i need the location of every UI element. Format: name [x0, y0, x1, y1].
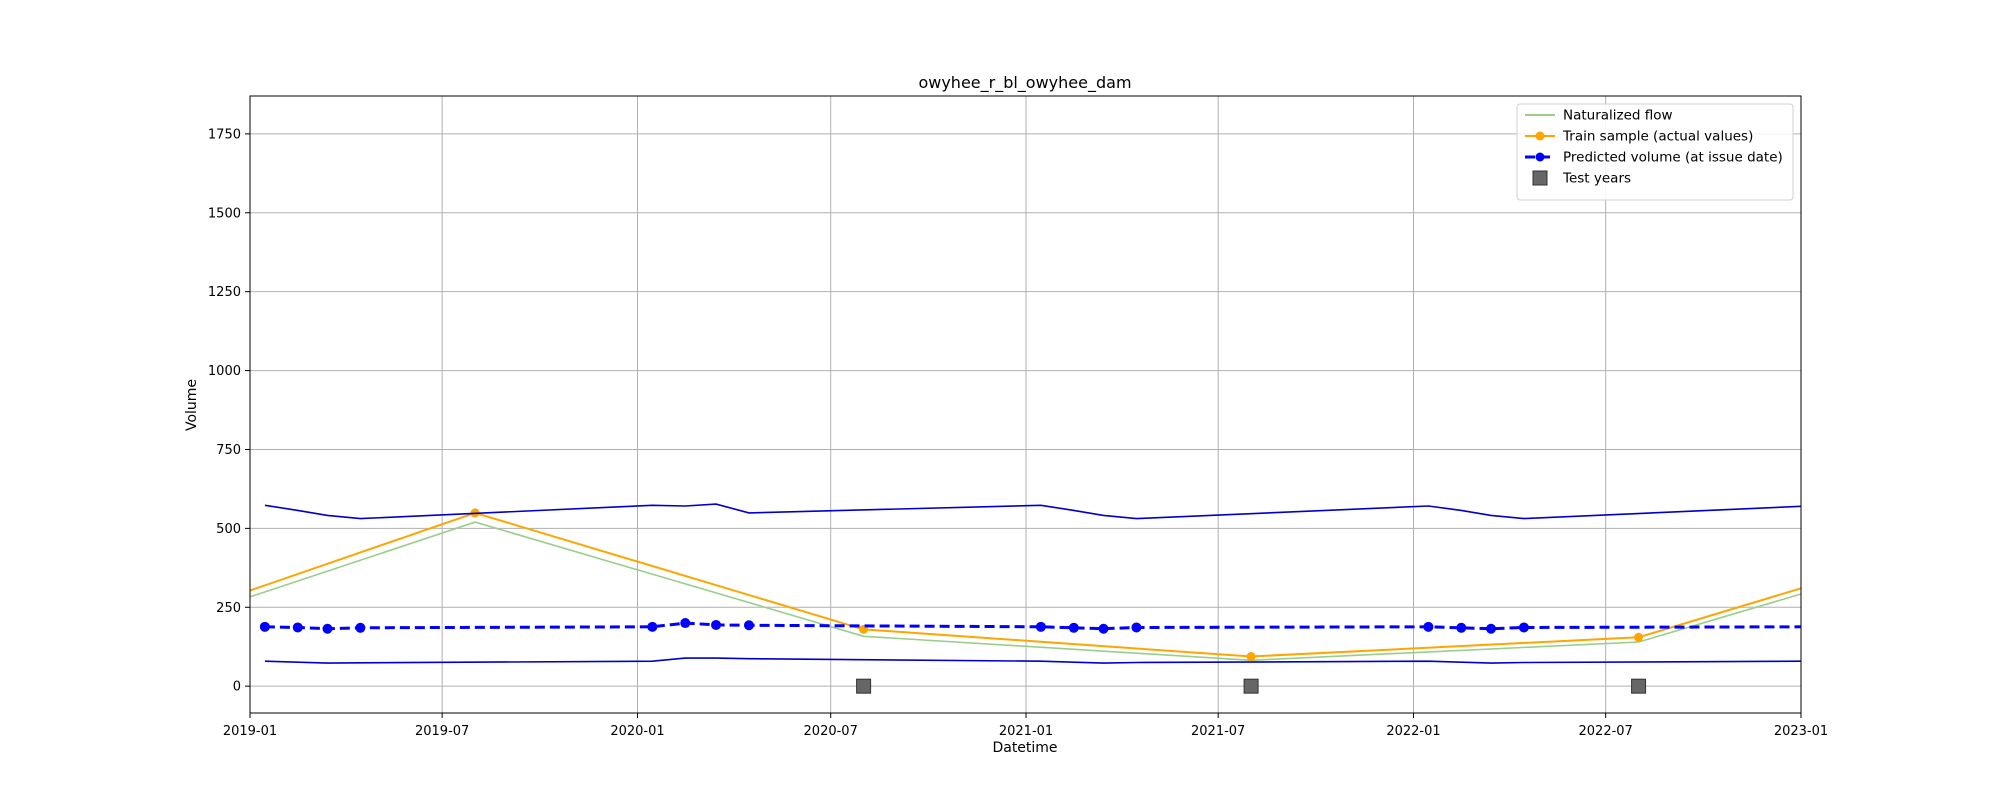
- test-year-marker: [1631, 678, 1647, 694]
- data-point: [259, 621, 270, 632]
- x-tick-label: 2021-07: [1191, 724, 1245, 739]
- series-4: [264, 657, 1802, 664]
- x-tick-label: 2019-07: [415, 724, 469, 739]
- series-1: [249, 508, 1802, 662]
- legend-label: Test years: [1562, 171, 1631, 187]
- legend-frame: [1516, 103, 1794, 201]
- data-point: [1486, 623, 1497, 634]
- x-tick-label: 2020-01: [610, 724, 664, 739]
- data-point: [1246, 652, 1256, 662]
- legend-item: Train sample (actual values): [1525, 129, 1753, 145]
- data-point: [1068, 622, 1079, 633]
- y-tick-label: 1500: [208, 206, 241, 221]
- legend-swatch: [1532, 170, 1548, 186]
- series-line: [264, 621, 1802, 631]
- x-tick-label: 2023-01: [1774, 724, 1828, 739]
- series-line: [249, 521, 1802, 662]
- ticks: 2019-01 2019-07 2020-01 2020-07 2021-01 2021-…: [208, 127, 1828, 739]
- data-point: [1456, 622, 1467, 633]
- data-point: [711, 619, 722, 630]
- legend-item: Predicted volume (at issue date): [1525, 150, 1783, 166]
- legend: Naturalized flow Train sample (actual val…: [1516, 103, 1794, 201]
- x-tick-label: 2022-01: [1386, 724, 1440, 739]
- y-tick-label: 750: [216, 443, 241, 458]
- x-tick-label: 2019-01: [223, 724, 277, 739]
- x-tick-label: 2022-07: [1579, 724, 1633, 739]
- y-tick-label: 1250: [208, 285, 241, 300]
- data-point: [1518, 622, 1529, 633]
- plot-frame: [249, 95, 1802, 714]
- series-0: [249, 521, 1802, 662]
- x-tick-label: 2021-01: [999, 724, 1053, 739]
- chart-title: owyhee_r_bl_owyhee_dam: [918, 73, 1131, 93]
- y-axis-label: Volume: [184, 379, 200, 431]
- series-line: [264, 503, 1802, 520]
- legend-label: Train sample (actual values): [1562, 129, 1753, 145]
- data-point: [1131, 622, 1142, 633]
- data-point: [355, 622, 366, 633]
- legend-item: Test years: [1532, 170, 1631, 187]
- legend-marker: [1535, 131, 1545, 141]
- series-line: [264, 657, 1802, 664]
- grid: [249, 96, 1802, 713]
- legend-label: Naturalized flow: [1563, 108, 1673, 124]
- data-point: [322, 623, 333, 634]
- y-tick-label: 250: [216, 601, 241, 616]
- x-tick-label: 2020-07: [804, 724, 858, 739]
- y-tick-label: 1000: [208, 364, 241, 379]
- test-year-marker: [1243, 678, 1259, 694]
- data-point: [743, 620, 754, 631]
- series-line: [249, 511, 1802, 658]
- series-5: [856, 678, 1647, 694]
- data-point: [1098, 623, 1109, 634]
- series-2: [259, 618, 1802, 634]
- y-tick-label: 500: [216, 522, 241, 537]
- legend-item: Naturalized flow: [1525, 108, 1673, 124]
- series-3: [264, 503, 1802, 520]
- data-point: [1035, 621, 1046, 632]
- legend-marker: [1535, 152, 1545, 162]
- test-year-marker: [856, 678, 872, 694]
- x-axis-label: Datetime: [992, 740, 1057, 756]
- legend-label: Predicted volume (at issue date): [1563, 150, 1783, 166]
- data-point: [647, 621, 658, 632]
- series-layer: [249, 503, 1802, 694]
- data-point: [292, 622, 303, 633]
- data-point: [1423, 621, 1434, 632]
- data-point: [680, 618, 691, 629]
- y-tick-label: 1750: [208, 127, 241, 142]
- y-tick-label: 0: [233, 680, 241, 695]
- data-point: [1634, 632, 1644, 642]
